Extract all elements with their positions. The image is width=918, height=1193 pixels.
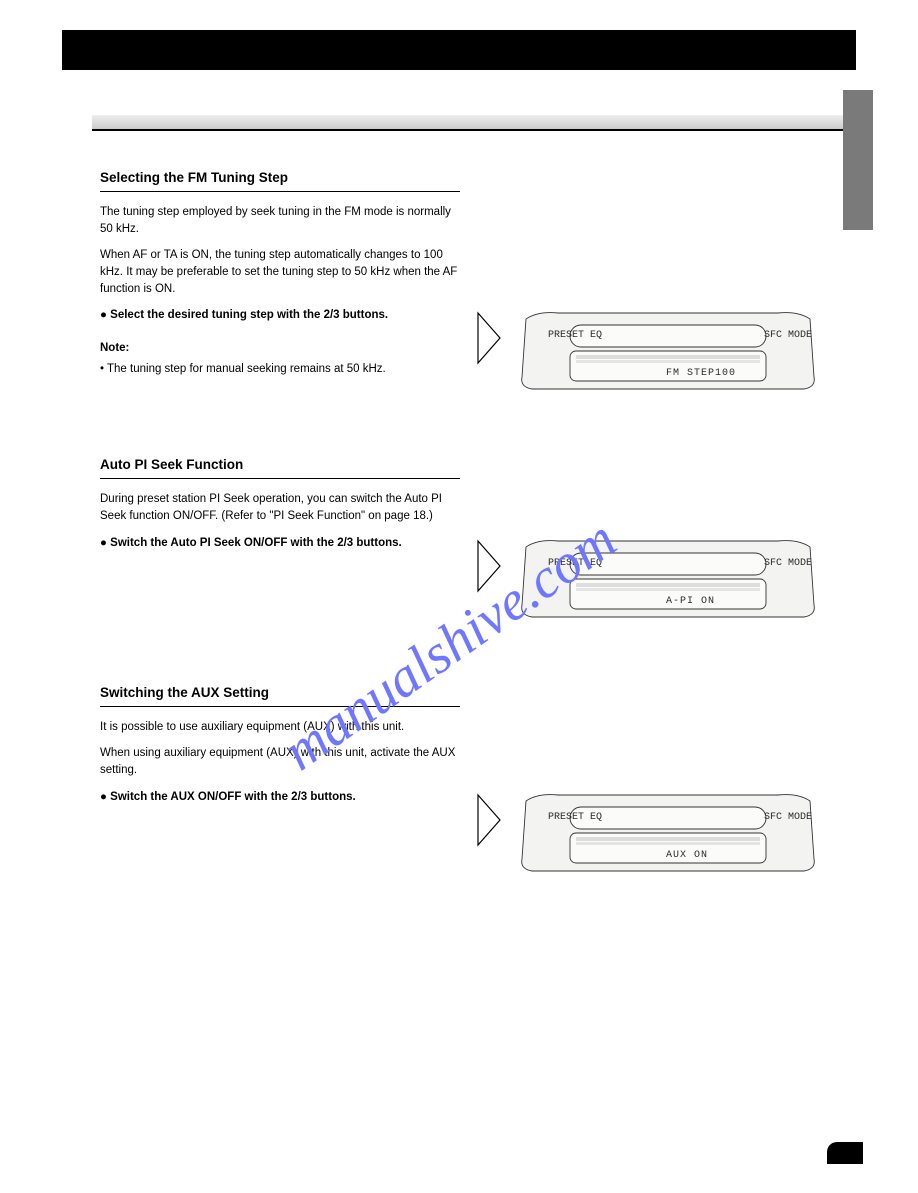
step-instruction: Select the desired tuning step with the … [110,309,388,321]
unit-display-text: AUX ON [666,850,708,861]
section-intro: It is possible to use auxiliary equipmen… [100,719,460,779]
step-row: ● Select the desired tuning step with th… [100,307,860,397]
section-aux-setting: Switching the AUX Setting It is possible… [100,685,860,879]
step-text: ● Switch the Auto PI Seek ON/OFF with th… [100,535,460,552]
unit-label-right: SFC MODE [764,558,812,569]
unit-display-text: FM STEP100 [666,368,736,379]
note-label: Note: [100,342,129,354]
intro-paragraph: It is possible to use auxiliary equipmen… [100,719,460,736]
unit-label-right: SFC MODE [764,330,812,341]
head-unit-illustration: PRESET EQ SFC MODE A-PI ON [518,535,818,625]
intro-paragraph: When using auxiliary equipment (AUX) wit… [100,745,460,778]
section-title: Switching the AUX Setting [100,685,460,707]
unit-label-right: SFC MODE [764,812,812,823]
unit-label-left: PRESET EQ [548,558,602,569]
content-area: Selecting the FM Tuning Step The tuning … [100,150,860,893]
section-intro: During preset station PI Seek operation,… [100,491,460,524]
page-number-badge [827,1142,863,1164]
step-arrow-icon [476,789,502,847]
page-root: manualshive.com Selecting the FM Tuning … [0,0,918,1188]
step-row: ● Switch the Auto PI Seek ON/OFF with th… [100,535,860,625]
head-unit-illustration: PRESET EQ SFC MODE AUX ON [518,789,818,879]
section-title: Selecting the FM Tuning Step [100,170,460,192]
section-fm-tuning-step: Selecting the FM Tuning Step The tuning … [100,170,860,397]
step-text: ● Switch the AUX ON/OFF with the 2/3 but… [100,789,460,806]
step-instruction: Switch the Auto PI Seek ON/OFF with the … [110,537,402,549]
step-arrow-icon [476,535,502,593]
step-row: ● Switch the AUX ON/OFF with the 2/3 but… [100,789,860,879]
intro-paragraph: When AF or TA is ON, the tuning step aut… [100,247,460,297]
header-sub-bar [92,115,852,131]
step-text: ● Select the desired tuning step with th… [100,307,460,377]
step-arrow-icon [476,307,502,365]
section-title: Auto PI Seek Function [100,457,460,479]
intro-paragraph: The tuning step employed by seek tuning … [100,204,460,237]
step-instruction: Switch the AUX ON/OFF with the 2/3 butto… [110,791,356,803]
head-unit-illustration: PRESET EQ SFC MODE FM STEP100 [518,307,818,397]
unit-label-left: PRESET EQ [548,330,602,341]
unit-label-left: PRESET EQ [548,812,602,823]
note-body: • The tuning step for manual seeking rem… [100,361,460,378]
section-auto-pi-seek: Auto PI Seek Function During preset stat… [100,457,860,624]
section-intro: The tuning step employed by seek tuning … [100,204,460,297]
unit-display-text: A-PI ON [666,596,715,607]
intro-paragraph: During preset station PI Seek operation,… [100,491,460,524]
header-black-bar [62,30,856,70]
